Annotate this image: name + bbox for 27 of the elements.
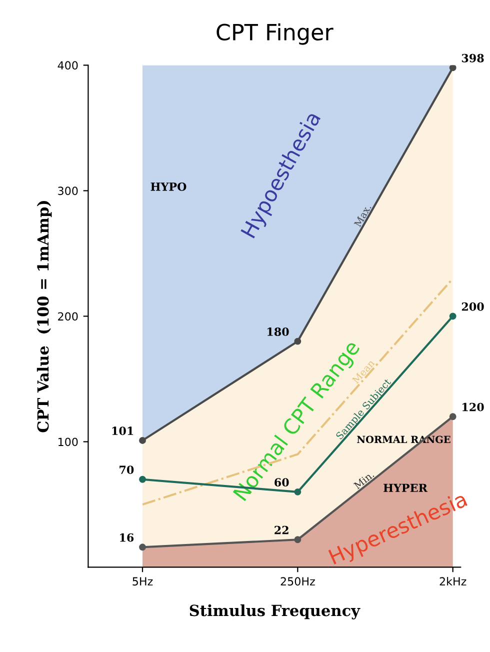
data-label: 200 bbox=[462, 302, 484, 311]
x-tick-label: 5Hz bbox=[132, 577, 153, 586]
data-label: 398 bbox=[462, 54, 484, 62]
x-axis-title: Stimulus Frequency bbox=[190, 604, 360, 620]
point bbox=[139, 437, 146, 444]
chart-title: CPT Finger bbox=[216, 23, 334, 45]
x-tick-label: 250Hz bbox=[280, 577, 315, 586]
x-tick-label: 2kHz bbox=[440, 576, 466, 586]
point bbox=[294, 338, 302, 345]
data-label: 70 bbox=[120, 466, 134, 474]
data-label: 16 bbox=[120, 533, 134, 542]
data-label: 22 bbox=[274, 526, 288, 534]
data-label: 180 bbox=[268, 328, 289, 336]
data-label: 101 bbox=[112, 426, 134, 436]
annotation: HYPER bbox=[384, 484, 428, 492]
y-tick-label: 200 bbox=[58, 312, 78, 321]
data-label: 120 bbox=[462, 402, 484, 412]
y-tick-label: 100 bbox=[58, 438, 78, 446]
y-tick-label: 300 bbox=[58, 186, 78, 196]
y-axis-title: CPT Value (100 = 1mAmp) bbox=[36, 201, 52, 432]
text: Min. bbox=[353, 470, 374, 490]
point bbox=[294, 488, 302, 496]
point bbox=[449, 312, 456, 320]
y-tick-label: 400 bbox=[58, 61, 78, 70]
point bbox=[139, 476, 146, 483]
point bbox=[449, 65, 456, 72]
annotation: HYPO bbox=[150, 182, 186, 191]
